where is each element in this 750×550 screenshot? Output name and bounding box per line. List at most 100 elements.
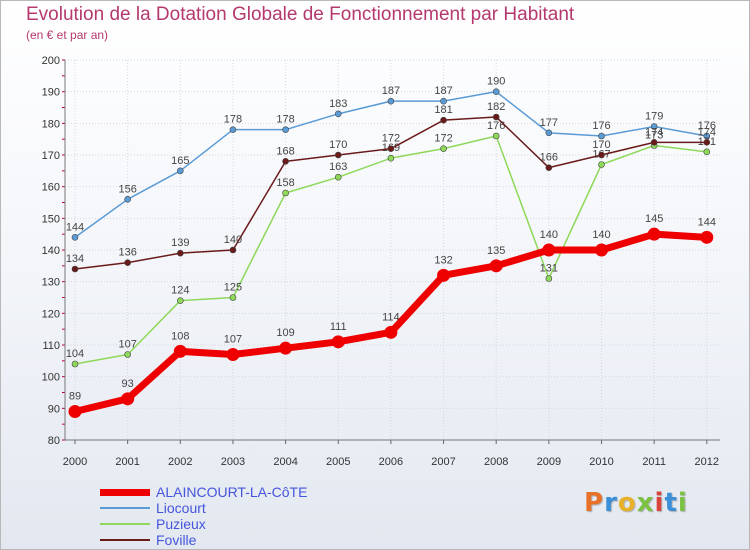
data-point-alaincourt-la-c-te: [437, 268, 451, 282]
data-point-alaincourt-la-c-te: [489, 259, 503, 273]
data-label-liocourt: 179: [645, 111, 663, 123]
x-tick-label: 2005: [326, 456, 350, 468]
data-point-foville: [229, 246, 237, 254]
logo-letter: o: [617, 488, 637, 518]
data-label-puzieux: 131: [540, 263, 558, 275]
data-point-puzieux: [598, 161, 605, 168]
data-point-puzieux: [282, 189, 289, 197]
data-label-alaincourt-la-c-te: 111: [330, 321, 347, 333]
legend-swatch: [100, 539, 150, 541]
data-label-liocourt: 156: [118, 183, 136, 195]
chart-subtitle: (en € et par an): [26, 28, 109, 42]
data-point-puzieux: [703, 148, 711, 156]
x-tick-label: 2002: [168, 456, 192, 468]
x-tick-label: 2001: [115, 456, 139, 468]
data-point-puzieux: [545, 275, 553, 282]
data-point-liocourt: [177, 167, 184, 175]
data-label-puzieux: 124: [171, 285, 189, 297]
data-point-alaincourt-la-c-te: [121, 392, 135, 406]
logo-letter: i: [654, 488, 665, 518]
y-tick-label: 100: [42, 372, 60, 384]
data-label-puzieux: 172: [434, 133, 452, 145]
data-point-puzieux: [492, 132, 500, 140]
data-point-alaincourt-la-c-te: [68, 405, 82, 418]
data-label-foville: 172: [382, 133, 400, 145]
data-label-alaincourt-la-c-te: 109: [276, 327, 294, 339]
y-tick-label: 190: [42, 87, 60, 99]
data-label-puzieux: 158: [276, 177, 294, 189]
data-label-alaincourt-la-c-te: 108: [171, 330, 189, 342]
data-point-liocourt: [598, 132, 605, 140]
data-point-alaincourt-la-c-te: [226, 348, 240, 361]
data-label-alaincourt-la-c-te: 93: [122, 378, 134, 390]
legend-swatch: [100, 523, 150, 525]
data-point-foville: [492, 113, 500, 121]
data-label-foville: 140: [224, 234, 242, 246]
data-label-liocourt: 190: [487, 76, 505, 88]
data-point-foville: [703, 139, 711, 146]
data-label-alaincourt-la-c-te: 114: [382, 311, 400, 323]
data-label-alaincourt-la-c-te: 140: [592, 229, 610, 241]
data-label-alaincourt-la-c-te: 89: [69, 391, 81, 403]
data-point-liocourt: [650, 123, 658, 130]
data-label-liocourt: 176: [698, 120, 716, 132]
y-tick-label: 90: [48, 403, 60, 415]
legend-swatch: [100, 507, 150, 509]
x-tick-label: 2006: [379, 456, 403, 468]
x-tick-label: 2009: [537, 456, 561, 468]
proxiti-logo[interactable]: Proxiti: [584, 488, 688, 518]
data-label-liocourt: 187: [434, 85, 452, 97]
data-label-foville: 174: [645, 126, 663, 138]
y-tick-label: 110: [42, 340, 60, 352]
data-point-puzieux: [124, 351, 131, 358]
data-label-foville: 174: [698, 126, 716, 138]
data-label-alaincourt-la-c-te: 107: [224, 334, 242, 346]
data-label-liocourt: 178: [276, 114, 294, 126]
y-tick-label: 120: [42, 308, 60, 320]
legend-label: Puzieux: [156, 516, 206, 532]
data-label-foville: 134: [66, 253, 84, 265]
data-label-foville: 166: [540, 152, 558, 164]
data-label-liocourt: 176: [592, 120, 610, 132]
data-label-alaincourt-la-c-te: 140: [540, 229, 558, 241]
data-label-puzieux: 163: [329, 161, 347, 173]
data-point-foville: [387, 145, 395, 152]
data-point-alaincourt-la-c-te: [647, 227, 661, 241]
logo-letter: P: [584, 488, 605, 518]
data-point-liocourt: [334, 110, 342, 118]
y-tick-label: 150: [42, 213, 60, 225]
data-label-liocourt: 187: [382, 85, 400, 97]
data-point-alaincourt-la-c-te: [542, 243, 556, 257]
data-point-liocourt: [124, 196, 131, 203]
data-point-liocourt: [545, 129, 553, 137]
data-label-alaincourt-la-c-te: 135: [487, 245, 505, 257]
legend-label: Liocourt: [156, 500, 206, 516]
data-label-liocourt: 165: [171, 155, 189, 167]
y-tick-label: 130: [42, 277, 60, 289]
data-point-liocourt: [703, 132, 711, 140]
data-label-foville: 182: [487, 101, 505, 113]
x-tick-label: 2012: [695, 456, 719, 468]
data-point-liocourt: [440, 97, 447, 105]
data-label-alaincourt-la-c-te: 132: [434, 254, 452, 266]
x-tick-label: 2003: [221, 456, 245, 468]
y-tick-label: 180: [42, 118, 60, 130]
data-label-liocourt: 177: [540, 117, 558, 129]
data-label-alaincourt-la-c-te: 144: [698, 216, 716, 228]
data-point-liocourt: [71, 234, 79, 241]
data-point-foville: [282, 158, 289, 165]
x-tick-label: 2011: [642, 456, 666, 468]
logo-letter: r: [604, 488, 618, 518]
chart-title: Evolution de la Dotation Globale de Fonc…: [26, 4, 575, 25]
data-point-foville: [650, 139, 658, 146]
data-point-liocourt: [387, 97, 395, 105]
data-point-puzieux: [177, 297, 184, 304]
data-label-foville: 136: [118, 247, 136, 259]
data-point-puzieux: [71, 360, 79, 368]
data-label-liocourt: 178: [224, 114, 242, 126]
x-tick-label: 2008: [484, 456, 508, 468]
data-point-foville: [440, 116, 447, 124]
y-tick-label: 140: [42, 245, 60, 257]
data-point-foville: [334, 151, 342, 159]
data-point-puzieux: [334, 173, 342, 181]
